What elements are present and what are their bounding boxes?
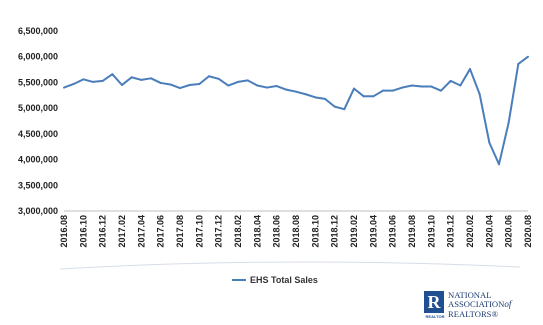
data-point <box>362 95 365 98</box>
x-tick-label: 2018.08 <box>291 215 301 248</box>
data-point <box>382 89 384 92</box>
x-tick-label: 2019.08 <box>407 215 417 248</box>
x-tick-label: 2018.04 <box>252 215 262 248</box>
y-tick-label: 6,000,000 <box>18 52 58 62</box>
data-point <box>130 76 133 79</box>
data-point <box>111 73 114 76</box>
data-point <box>188 84 191 86</box>
x-tick-label: 2019.04 <box>368 215 378 248</box>
data-point <box>372 95 375 98</box>
data-point <box>527 55 529 58</box>
data-point <box>101 79 104 82</box>
data-point <box>295 90 297 93</box>
x-tick-label: 2020.04 <box>484 215 494 248</box>
nar-logo: R REALTOR NATIONAL ASSOCIATIONof REALTOR… <box>424 290 539 323</box>
x-axis: 2016.08 2016.10 2016.12 2017.02 2017.04 2017.… <box>59 210 533 248</box>
data-point <box>198 82 201 85</box>
x-tick-label: 2019.10 <box>426 215 436 248</box>
nar-line-2-word: ASSOCIATION <box>448 299 505 310</box>
data-point <box>82 78 85 81</box>
legend-divider-swoosh <box>59 261 521 270</box>
data-point <box>140 78 143 81</box>
y-tick-label: 3,000,000 <box>18 206 58 216</box>
data-point <box>227 84 230 87</box>
x-tick-label: 2018.02 <box>233 215 243 248</box>
x-tick-label: 2017.02 <box>117 215 127 248</box>
nar-r-mark: R <box>424 291 444 313</box>
data-point <box>420 85 423 88</box>
data-point <box>333 105 336 108</box>
x-tick-label: 2017.10 <box>194 215 204 248</box>
data-point <box>353 87 355 90</box>
data-point <box>401 86 404 89</box>
data-point <box>217 77 220 80</box>
data-point <box>92 80 94 83</box>
y-tick-label: 5,500,000 <box>18 77 58 87</box>
data-point <box>266 86 268 89</box>
y-tick-label: 5,000,000 <box>18 103 58 113</box>
x-tick-label: 2018.12 <box>330 215 340 248</box>
data-point <box>169 83 172 86</box>
data-point <box>343 108 346 111</box>
x-tick-label: 2019.02 <box>349 215 359 248</box>
data-point <box>440 89 442 92</box>
nar-line-2: ASSOCIATIONof <box>448 300 538 309</box>
x-tick-label: 2018.10 <box>310 215 320 248</box>
data-point <box>517 62 520 65</box>
series-group <box>63 55 529 166</box>
x-tick-label: 2020.06 <box>504 215 514 248</box>
y-tick-label: 4,500,000 <box>18 129 58 139</box>
nar-line-1: NATIONAL <box>448 290 492 300</box>
data-point <box>391 89 394 92</box>
data-point <box>208 75 210 78</box>
data-point <box>449 79 452 82</box>
data-point <box>507 121 510 124</box>
nar-line-3: REALTORS® <box>448 308 498 319</box>
y-tick-label: 4,000,000 <box>18 155 58 165</box>
data-point <box>179 87 181 90</box>
x-tick-label: 2017.04 <box>136 215 146 248</box>
data-point <box>459 84 462 87</box>
data-point <box>488 141 491 144</box>
x-tick-label: 2020.02 <box>465 215 475 248</box>
data-point <box>159 81 162 84</box>
data-point <box>478 93 481 96</box>
data-point <box>314 96 317 99</box>
nar-wordmark: NATIONAL ASSOCIATIONof REALTORS® <box>448 290 538 319</box>
x-tick-label: 2019.06 <box>388 215 398 248</box>
x-tick-label: 2016.10 <box>78 215 88 248</box>
x-tick-label: 2019.12 <box>446 215 456 248</box>
legend-label: EHS Total Sales <box>250 275 318 285</box>
data-point <box>121 84 123 86</box>
x-tick-label: 2016.12 <box>98 215 108 248</box>
data-point <box>275 85 278 88</box>
data-point <box>411 84 413 87</box>
x-tick-label: 2017.12 <box>214 215 224 248</box>
y-tick-label: 3,500,000 <box>18 180 58 190</box>
x-tick-label: 2017.08 <box>175 215 185 248</box>
x-tick-label: 2020.08 <box>523 215 533 248</box>
series-line <box>63 55 529 166</box>
nar-line-2-of: of <box>504 299 512 310</box>
nar-realtor-tag: REALTOR <box>425 314 445 319</box>
data-point <box>72 82 75 85</box>
data-point <box>63 86 65 89</box>
data-point <box>430 85 433 88</box>
y-axis: 6,500,000 6,000,000 5,500,000 5,000,000 4,50… <box>18 26 58 216</box>
data-point <box>285 88 288 91</box>
data-point <box>237 80 239 83</box>
data-point <box>469 68 471 71</box>
x-tick-label: 2018.06 <box>272 215 282 248</box>
data-point <box>304 93 307 96</box>
legend: EHS Total Sales <box>232 275 318 285</box>
data-point <box>498 163 500 166</box>
data-point <box>324 97 326 100</box>
data-point <box>256 84 259 87</box>
data-point <box>246 79 249 82</box>
x-tick-label: 2017.06 <box>156 215 166 248</box>
y-tick-label: 6,500,000 <box>18 26 58 36</box>
x-tick-label: 2016.08 <box>59 215 69 248</box>
data-point <box>150 77 152 80</box>
